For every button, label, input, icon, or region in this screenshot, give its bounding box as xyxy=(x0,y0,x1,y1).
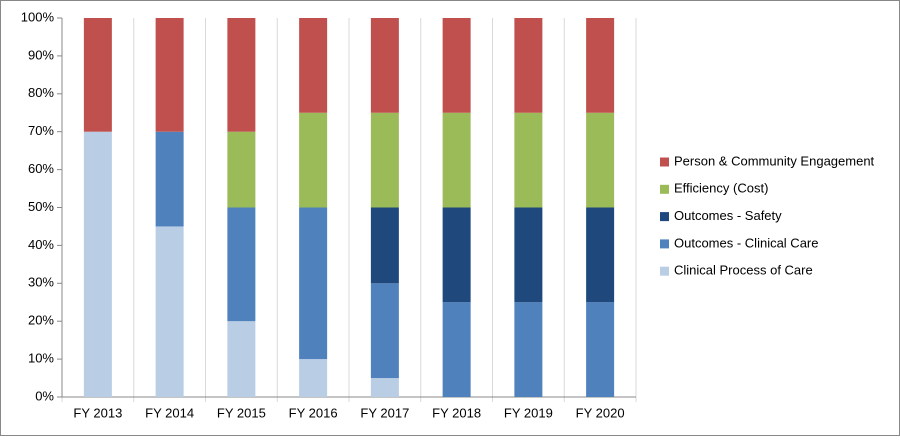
x-tick-label: FY 2020 xyxy=(576,405,625,420)
bar-segment xyxy=(370,207,399,284)
bar-segment xyxy=(155,131,184,227)
y-tick-label: 90% xyxy=(28,47,54,62)
bar-segment xyxy=(370,378,399,397)
legend-swatch xyxy=(660,157,669,167)
bar-segment xyxy=(586,207,615,303)
bar-segment xyxy=(227,18,256,132)
bar-segment xyxy=(442,18,471,113)
y-tick-label: 50% xyxy=(28,199,54,214)
bar-segment xyxy=(514,207,543,303)
y-tick-label: 80% xyxy=(28,85,54,100)
legend-swatch xyxy=(660,212,669,222)
x-tick-label: FY 2013 xyxy=(73,405,122,420)
bar-segment xyxy=(299,18,328,113)
bar-segment xyxy=(299,207,328,360)
bar-segment xyxy=(155,226,184,397)
bar-segment xyxy=(514,18,543,113)
bar-segment xyxy=(370,283,399,379)
bar-segment xyxy=(155,18,184,132)
bar-segment xyxy=(370,112,399,208)
legend-label: Outcomes - Safety xyxy=(674,208,782,223)
bar-segment xyxy=(83,18,112,132)
y-tick-label: 30% xyxy=(28,275,54,290)
bar-segment xyxy=(442,302,471,397)
bar-segment xyxy=(83,131,112,397)
bar-segment xyxy=(514,302,543,397)
y-tick-label: 100% xyxy=(21,9,55,24)
x-tick-label: FY 2018 xyxy=(432,405,481,420)
bar-segment xyxy=(514,112,543,208)
bar-segment xyxy=(299,112,328,208)
bar-segment xyxy=(442,112,471,208)
bar-segment xyxy=(586,18,615,113)
bar-segment xyxy=(227,131,256,208)
bar-segment xyxy=(442,207,471,303)
y-tick-label: 40% xyxy=(28,237,54,252)
x-tick-label: FY 2017 xyxy=(360,405,409,420)
legend-swatch xyxy=(660,266,669,276)
legend-swatch xyxy=(660,184,669,194)
legend-label: Outcomes - Clinical Care xyxy=(674,235,819,250)
bar-segment xyxy=(299,359,328,397)
y-tick-label: 0% xyxy=(35,388,54,403)
legend-swatch xyxy=(660,239,669,249)
x-tick-label: FY 2016 xyxy=(289,405,338,420)
y-tick-label: 70% xyxy=(28,123,54,138)
bar-segment xyxy=(227,321,256,397)
y-tick-label: 20% xyxy=(28,313,54,328)
bar-segment xyxy=(227,207,256,322)
legend-label: Person & Community Engagement xyxy=(674,153,875,168)
x-tick-label: FY 2015 xyxy=(217,405,266,420)
legend-label: Efficiency (Cost) xyxy=(674,181,768,196)
x-tick-label: FY 2014 xyxy=(145,405,194,420)
bar-segment xyxy=(370,18,399,113)
x-tick-label: FY 2019 xyxy=(504,405,553,420)
bar-segment xyxy=(586,302,615,397)
y-tick-label: 10% xyxy=(28,351,54,366)
bar-segment xyxy=(586,112,615,208)
legend-label: Clinical Process of Care xyxy=(674,263,813,278)
y-tick-label: 60% xyxy=(28,161,54,176)
